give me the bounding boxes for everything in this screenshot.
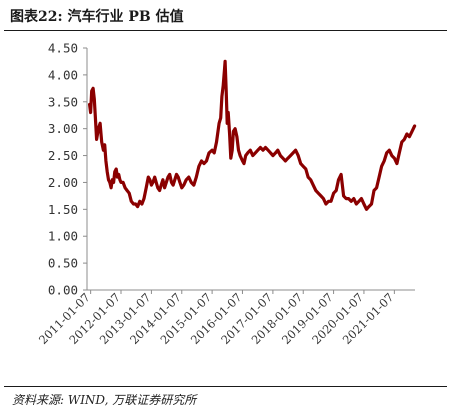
- y-tick-label: 4.50: [48, 41, 78, 56]
- y-tick-label: 0.50: [48, 256, 78, 271]
- y-tick-label: 4.00: [48, 67, 78, 82]
- y-tick-label: 2.00: [48, 175, 78, 190]
- y-tick-label: 2.50: [48, 148, 78, 163]
- title-bar: 图表22: 汽车行业 PB 估值: [4, 0, 447, 31]
- pb-series-line: [87, 59, 417, 211]
- y-tick-label: 0.00: [48, 283, 78, 298]
- footer-divider: [4, 386, 447, 387]
- chart-title: 图表22: 汽车行业 PB 估值: [10, 9, 184, 25]
- y-tick-label: 3.00: [48, 121, 78, 136]
- y-tick-label: 1.50: [48, 202, 78, 217]
- data-source: 资料来源: WIND, 万联证券研究所: [12, 393, 197, 407]
- y-tick-label: 1.00: [48, 229, 78, 244]
- y-tick-label: 3.50: [48, 94, 78, 109]
